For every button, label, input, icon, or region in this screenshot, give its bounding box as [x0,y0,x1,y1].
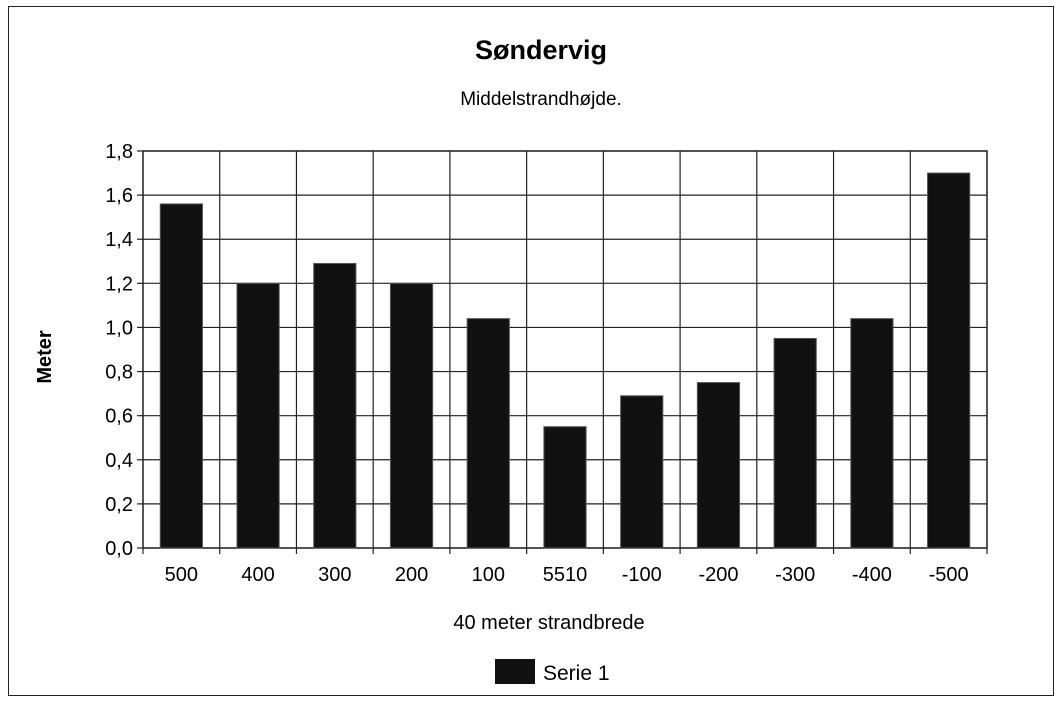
chart-subtitle: Middelstrandhøjde. [460,89,622,110]
x-tick-label: 200 [395,564,428,586]
chart-title: Søndervig [475,35,607,65]
x-axis-label: 40 meter strandbrede [453,612,644,634]
bar [466,318,510,549]
bar [159,203,203,549]
x-tick-label: 400 [241,564,274,586]
y-tick-label: 0,6 [105,406,133,428]
legend-label: Serie 1 [543,662,610,685]
plot-area: 0,0 0,2 0,4 0,6 0,8 1,0 1,2 1,4 1,6 1,8 500 400 300 2… [105,141,988,586]
chart-svg: Søndervig Middelstrandhøjde. Meter 40 me… [34,35,988,685]
y-axis-label: Meter [34,330,56,384]
bar [389,282,434,549]
y-tick-label: 0,2 [105,494,133,516]
chart-frame: Søndervig Middelstrandhøjde. Meter 40 me… [8,6,1054,696]
bar [927,172,971,549]
y-tick-label: 1,2 [105,273,133,295]
x-tick-label: 500 [165,564,198,586]
x-tick-label: -300 [775,564,815,586]
y-tick-label: 1,4 [105,229,133,251]
x-tick-label: -500 [929,564,969,586]
x-tick-label: 100 [472,564,505,586]
y-tick-label: 0,8 [105,362,133,384]
x-tick-label: -100 [622,564,662,586]
y-tick-label: 1,8 [105,141,133,163]
bar [313,262,357,549]
x-tick-label: 300 [318,564,351,586]
y-tick-label: 1,0 [105,317,133,339]
bar [543,426,587,549]
x-tick-label: 5510 [543,564,588,586]
y-tick-label: 0,0 [105,538,133,560]
x-tick-label: -400 [852,564,892,586]
bar [696,382,741,549]
bar [850,318,894,549]
bar [236,282,280,549]
y-tick-label: 0,4 [105,450,133,472]
legend-swatch [495,659,535,684]
bar [620,395,664,549]
bar [773,337,817,549]
y-tick-label: 1,6 [105,185,133,207]
x-tick-label: -200 [698,564,738,586]
legend: Serie 1 [495,659,610,685]
